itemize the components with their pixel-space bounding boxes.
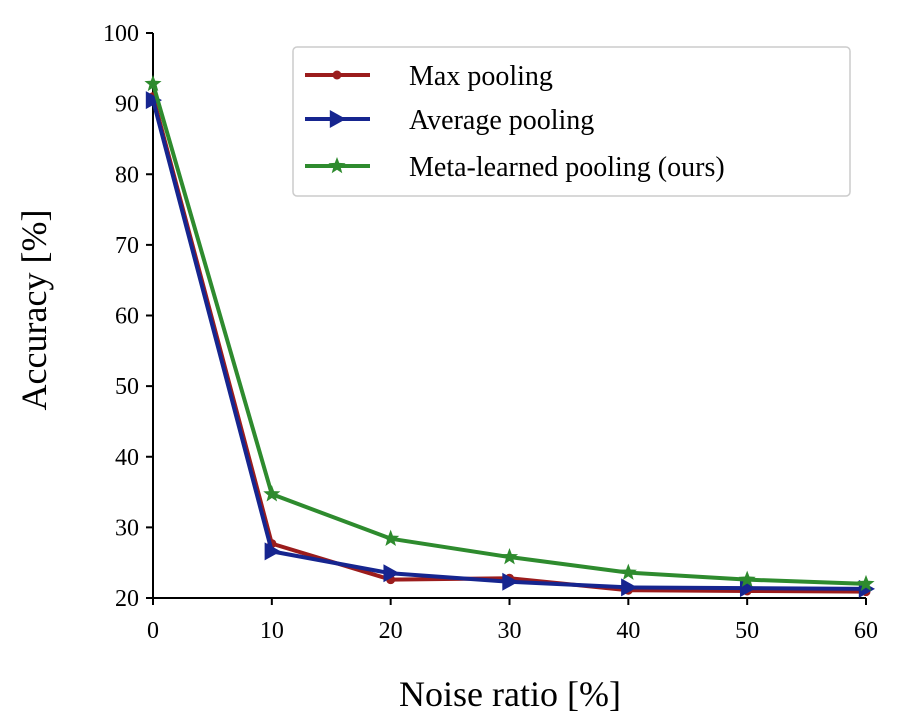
- legend-marker: [329, 110, 346, 128]
- data-point: [621, 578, 638, 597]
- data-point: [738, 570, 756, 587]
- y-axis-title: Accuracy [%]: [14, 210, 54, 411]
- legend-entry: Max pooling: [305, 61, 553, 92]
- y-tick-label: 20: [115, 586, 139, 612]
- y-tick-label: 90: [115, 92, 139, 118]
- y-tick-label: 80: [115, 162, 139, 188]
- data-point: [857, 574, 875, 592]
- y-tick-label: 50: [115, 374, 139, 400]
- legend-marker: [328, 157, 346, 174]
- y-tick-label: 70: [115, 233, 139, 259]
- legend-marker: [332, 70, 342, 80]
- x-tick-label: 0: [147, 618, 159, 644]
- x-tick-label: 60: [854, 618, 878, 644]
- legend-label: Average pooling: [409, 105, 594, 136]
- data-point: [383, 564, 400, 583]
- data-point: [619, 563, 637, 580]
- data-point: [264, 542, 281, 561]
- axes: 0 10 20 30 40 50 60 20 30 40 50 60 70 80 90 100: [103, 21, 878, 644]
- legend-label: Max pooling: [409, 61, 553, 92]
- y-tick-label: 60: [115, 304, 139, 330]
- data-point: [500, 548, 519, 565]
- y-tick-label: 30: [115, 515, 139, 541]
- x-tick-label: 40: [616, 618, 640, 644]
- y-tick-label: 40: [115, 445, 139, 471]
- x-tick-label: 50: [735, 618, 759, 644]
- series-2: [144, 74, 875, 592]
- data-point: [145, 91, 162, 110]
- legend-frame: [292, 46, 851, 197]
- x-tick-label: 10: [260, 618, 284, 644]
- series-layer: [144, 74, 875, 598]
- x-tick-label: 20: [379, 618, 403, 644]
- data-point: [382, 529, 400, 546]
- data-point: [144, 74, 162, 92]
- x-axis-title: Noise ratio [%]: [399, 674, 621, 714]
- legend-label: Meta-learned pooling (ours): [409, 152, 725, 183]
- legend-entry: Average pooling: [305, 105, 594, 136]
- legend: Max pooling Average pooling Meta-learned p…: [292, 46, 851, 197]
- legend-entry: Meta-learned pooling (ours): [305, 152, 725, 183]
- data-point: [502, 572, 519, 591]
- x-tick-label: 30: [498, 618, 522, 644]
- y-tick-label: 100: [103, 21, 139, 47]
- data-point: [263, 485, 281, 502]
